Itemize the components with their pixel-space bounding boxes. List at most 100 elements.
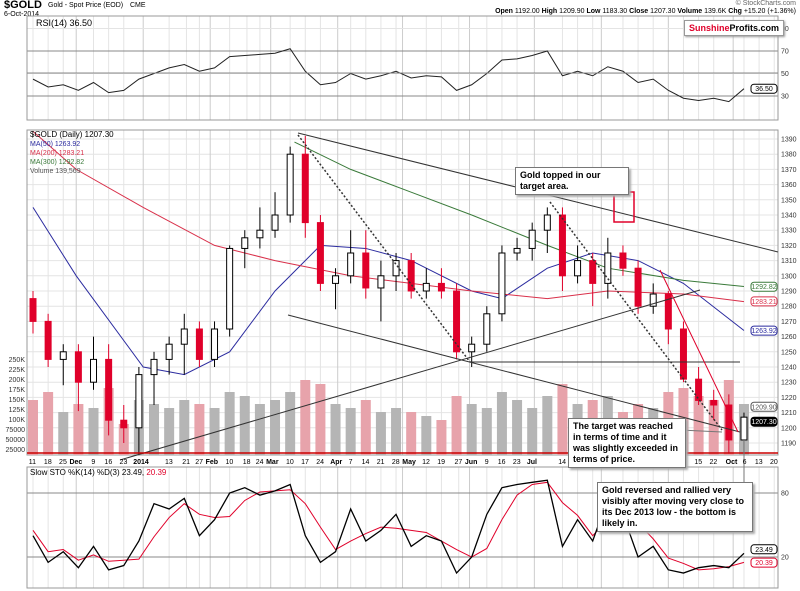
sto-d-tag-bg [750, 557, 778, 568]
rsi-label: RSI(14) 36.50 [36, 18, 93, 28]
ma50-tag-bg [750, 325, 778, 336]
candle-body [725, 404, 733, 441]
high-label: High [541, 8, 558, 15]
volume-bar [58, 412, 69, 455]
candle-body [44, 320, 52, 360]
sto-label-k: Slow STO %K(14) %D(3) 23.49, [30, 468, 145, 477]
rising-support-line [119, 289, 701, 461]
rsi-tag: 36.50 [755, 86, 773, 93]
date-tick-label: 23 [120, 459, 128, 466]
date-tick-label: 27 [195, 459, 203, 466]
candle-body [407, 260, 415, 292]
price-tick-label: 1370 [781, 167, 797, 174]
candle-body [29, 298, 37, 322]
price-tick-label: 1380 [781, 152, 797, 159]
volume-bar [194, 404, 205, 455]
sto-d-tag: 20.39 [755, 560, 773, 567]
legend-ma200: MA(200) 1283.21 [30, 150, 85, 157]
volume-bar [481, 408, 492, 455]
date-tick-label: 22 [710, 459, 718, 466]
high-value: 1209.90 [559, 8, 585, 15]
price-tick-label: 1360 [781, 182, 797, 189]
candle-body [468, 343, 476, 353]
volume-bar [179, 400, 190, 455]
volume-tick-label: 225K [9, 367, 26, 374]
open-label: Open [495, 8, 513, 15]
volume-bar [330, 404, 341, 455]
volume-tick-label: 50000 [6, 437, 26, 444]
volume-bar [421, 416, 432, 455]
candle-body [74, 351, 82, 383]
price-tick-label: 1200 [781, 425, 797, 432]
price-tick-label: 1240 [781, 365, 797, 372]
volume-tick-label: 25000 [6, 447, 26, 454]
candle-body [120, 419, 128, 429]
ma200-tag: 1283.21 [751, 299, 776, 306]
volume-tick-label: 200K [9, 377, 26, 384]
date-tick-label: 25 [59, 459, 67, 466]
low-label: Low [586, 8, 601, 15]
legend-ma50: MA(50) 1263.92 [30, 141, 81, 148]
date-tick-label: Jul [527, 459, 537, 466]
price-tick-label: 1230 [781, 380, 797, 387]
date-tick-label: 9 [485, 459, 489, 466]
date-tick-label: 11 [29, 459, 36, 466]
date-tick-label: 19 [437, 459, 445, 466]
volume-bar [542, 396, 553, 455]
candle-body [498, 252, 506, 315]
target-area-box [613, 191, 635, 223]
volume-bar [43, 392, 54, 455]
candle-body [558, 214, 566, 277]
candle-body [362, 252, 370, 289]
candle-body [377, 275, 385, 289]
date-tick-label: 23 [513, 459, 521, 466]
candle-body [604, 252, 612, 284]
logo-part-a: Sunshine [689, 23, 730, 33]
candle-body [211, 328, 219, 360]
ma200-tag-bg [750, 296, 778, 307]
candle-body [679, 328, 687, 380]
candle-body [90, 358, 98, 383]
legend-volume: Volume 139,569 [30, 168, 81, 175]
annotation-top: Gold topped in our target area. [515, 167, 629, 195]
volume-bar [73, 404, 84, 455]
price-tick-label: 1250 [781, 349, 797, 356]
candle-body [437, 282, 445, 292]
ma50-tag: 1263.92 [751, 328, 776, 335]
rsi-series [32, 48, 745, 103]
date-tick-label: 16 [104, 459, 112, 466]
quote-summary: Open 1192.00 High 1209.90 Low 1183.30 Cl… [495, 8, 796, 15]
price-tick-label: 1340 [781, 213, 797, 220]
date-tick-label: 12 [422, 459, 430, 466]
candle-body [528, 229, 536, 249]
rsi-line [32, 48, 745, 103]
date-tick-label: Mar [266, 459, 279, 466]
sto-k-tag-bg [750, 544, 778, 555]
credit: © StockCharts.com [735, 0, 796, 7]
candle-body [271, 214, 279, 231]
volume-bar [527, 408, 538, 455]
price-tick-label: 1320 [781, 243, 797, 250]
date-tick-label: 6 [743, 459, 747, 466]
date-tick-label: 14 [362, 459, 370, 466]
callout-target [679, 429, 723, 433]
ma300-tag-bg [750, 281, 778, 292]
candle-body [226, 247, 234, 330]
volume-bar [436, 420, 447, 455]
date-tick-label: 21 [182, 459, 190, 466]
volume-bar [149, 404, 160, 455]
logo-part-b: Profits.com [729, 23, 780, 33]
date-tick-label: Oct [726, 459, 738, 466]
candle-body [740, 416, 748, 441]
date-tick-label: Apr [330, 459, 342, 466]
exchange: CME [130, 2, 146, 9]
annotation-target: The target was reached in terms of time … [568, 418, 686, 468]
rsi-tick-label: 50 [781, 71, 789, 78]
sto-label: Slow STO %K(14) %D(3) 23.49, 20.39 [30, 468, 166, 478]
legend-ma300: MA(300) 1292.82 [30, 159, 85, 166]
volume-tick-label: 100K [9, 417, 26, 424]
volume-tick-label: 75000 [6, 427, 26, 434]
candle-body [59, 351, 67, 360]
candle-body [695, 378, 703, 401]
rsi-tick-label: 30 [781, 94, 789, 101]
